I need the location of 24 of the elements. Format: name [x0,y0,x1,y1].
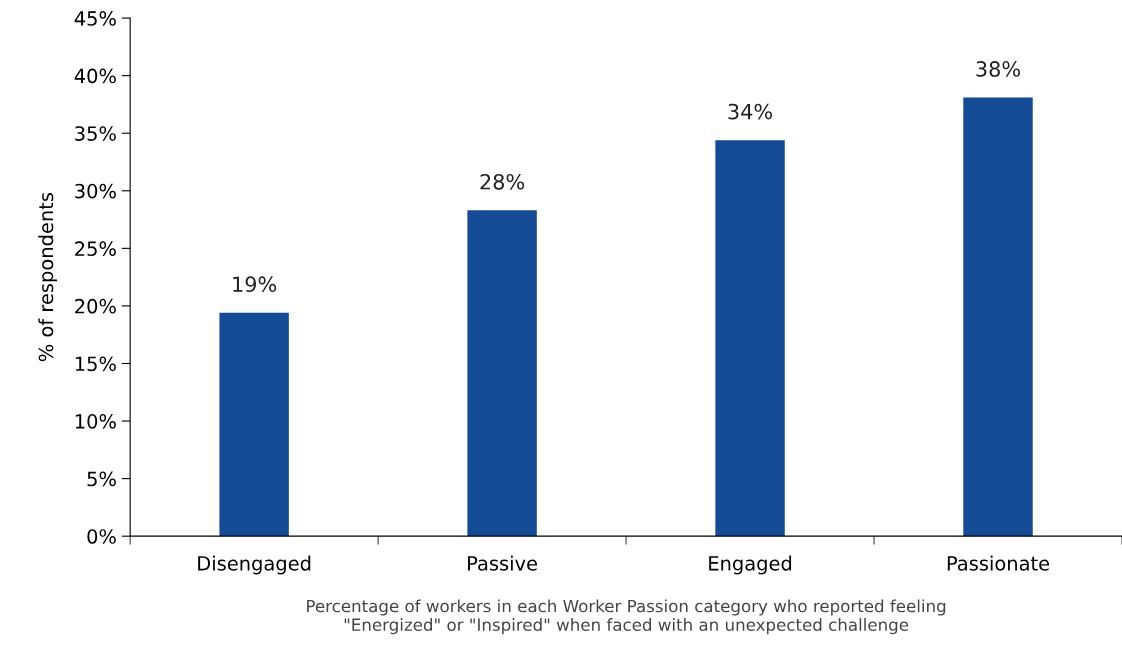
y-tick-label: 35% [75,126,116,141]
x-axis-title: Percentage of workers in each Worker Passion category who reported feeling "Energized" or "Inspired" when faced with an unexpected challenge [307,599,946,635]
y-tick-label: 10% [75,414,116,429]
x-tick-label: Passionate [947,555,1050,571]
x-tick-label: Engaged [709,555,792,575]
bar [219,312,289,537]
y-tick-label: 45% [74,11,116,26]
y-tick-label: 25% [75,241,116,257]
y-axis-title: % of respondents [38,192,58,362]
x-tick-label: Passive [468,555,538,571]
x-tick-label: Disengaged [198,555,311,575]
data-label: 28% [480,173,525,190]
y-tick-label: 5% [87,471,116,487]
data-label: 38% [976,61,1021,77]
y-tick-label: 20% [75,298,116,314]
y-tick-label: 0% [87,529,116,544]
bar [715,140,785,537]
data-label: 34% [728,103,773,120]
y-tick-label: 15% [75,356,116,372]
y-tick-label: 40% [74,68,116,84]
bar [963,97,1033,537]
y-tick-label: 30% [75,183,116,199]
bar [467,210,537,537]
data-label: 19% [233,276,277,293]
